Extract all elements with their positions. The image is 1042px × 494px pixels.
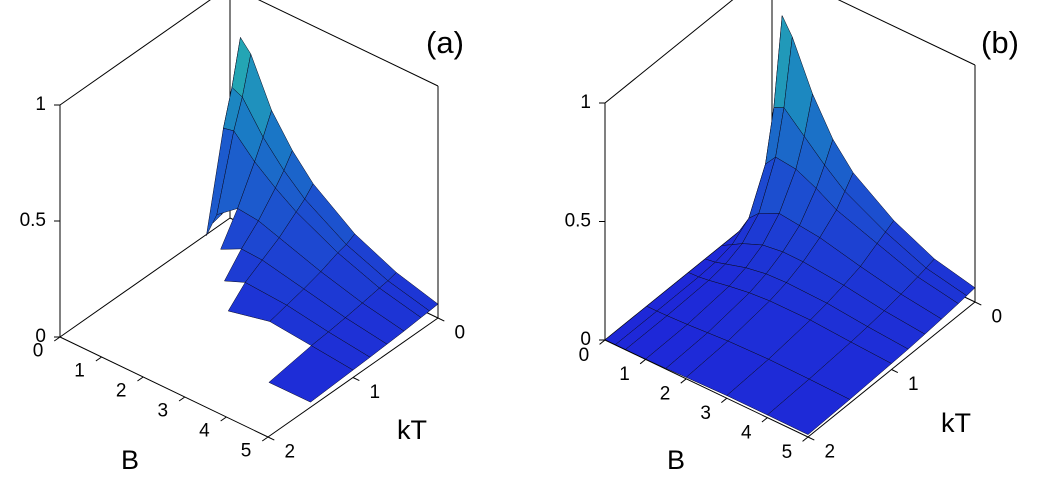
y-tick bbox=[807, 436, 815, 441]
x-tick bbox=[680, 378, 687, 384]
z-tick-label: 0 bbox=[35, 326, 46, 347]
x-tick-label: 1 bbox=[619, 364, 630, 385]
surface-patch bbox=[268, 345, 354, 403]
x-tick bbox=[178, 396, 186, 402]
x-tick-label: 0 bbox=[579, 345, 590, 366]
x-tick bbox=[261, 436, 269, 442]
x-tick bbox=[220, 416, 227, 422]
z-tick-label: 1 bbox=[580, 92, 591, 113]
x-tick-label: 5 bbox=[241, 441, 252, 462]
x-tick-label: 2 bbox=[660, 384, 671, 405]
x-tick-label: 3 bbox=[157, 401, 168, 422]
y-tick bbox=[437, 317, 445, 322]
y-axis-label: kT bbox=[397, 415, 427, 445]
x-axis bbox=[604, 339, 809, 438]
x-tick bbox=[137, 376, 144, 382]
x-tick bbox=[761, 417, 768, 423]
y-tick-label: 0 bbox=[992, 307, 1003, 328]
z-tick-label: 0 bbox=[580, 329, 591, 350]
z-tick-label: 1 bbox=[35, 94, 46, 115]
x-tick bbox=[721, 397, 728, 403]
y-tick bbox=[974, 301, 982, 306]
box-edge bbox=[604, 0, 734, 104]
box-edge bbox=[59, 0, 211, 106]
x-tick-label: 1 bbox=[74, 361, 85, 382]
x-tick-label: 5 bbox=[782, 442, 793, 463]
box-edge bbox=[257, 0, 439, 87]
panel-title: (a) bbox=[426, 25, 464, 60]
y-tick bbox=[891, 369, 899, 373]
y-axis-label: kT bbox=[941, 408, 971, 438]
x-axis-label: B bbox=[121, 445, 139, 475]
box-edge bbox=[59, 217, 231, 338]
y-tick-label: 2 bbox=[825, 442, 836, 463]
y-tick-label: 2 bbox=[285, 442, 296, 463]
x-tick-label: 4 bbox=[741, 422, 752, 443]
x-tick bbox=[639, 359, 646, 365]
x-axis-label: B bbox=[667, 445, 685, 475]
y-tick-label: 1 bbox=[908, 374, 919, 395]
panel-title: (b) bbox=[981, 25, 1019, 60]
z-tick-label: 0.5 bbox=[565, 211, 591, 232]
x-tick-label: 0 bbox=[33, 341, 44, 362]
surface-patch bbox=[766, 378, 851, 435]
x-tick bbox=[802, 436, 809, 442]
x-tick bbox=[599, 339, 606, 345]
x-tick-label: 3 bbox=[700, 403, 711, 424]
y-tick-label: 1 bbox=[370, 382, 381, 403]
box-edge bbox=[837, 0, 976, 66]
x-axis bbox=[59, 336, 269, 438]
y-tick-label: 0 bbox=[455, 323, 466, 344]
x-tick-label: 2 bbox=[116, 381, 127, 402]
y-tick bbox=[267, 436, 275, 441]
x-tick bbox=[53, 336, 61, 342]
x-tick-label: 4 bbox=[199, 421, 210, 442]
z-tick-label: 0.5 bbox=[20, 210, 46, 231]
x-tick bbox=[95, 356, 102, 362]
y-tick bbox=[352, 377, 360, 381]
